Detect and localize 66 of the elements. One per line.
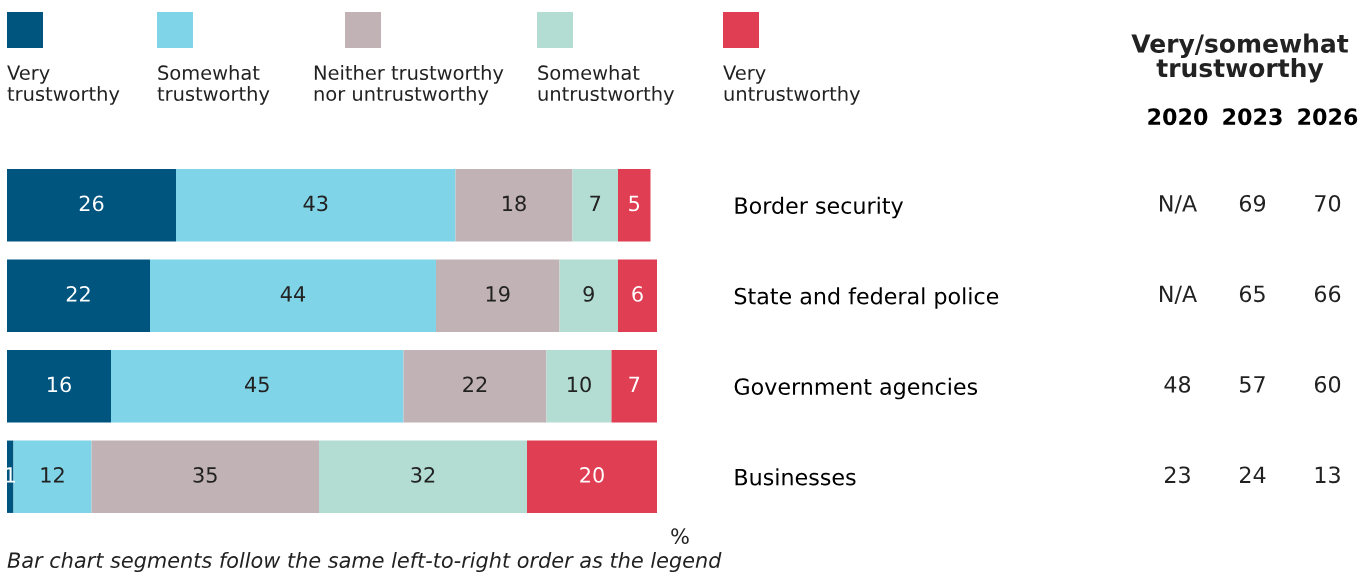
bar [150, 259, 436, 332]
y-tick-label: Government agencies [734, 377, 978, 400]
text: Bar chart segments follow the same left-to-right order as the legend [7, 551, 722, 573]
data-label: 5 [629, 195, 640, 212]
data-label: 66 [1314, 285, 1341, 303]
bar [111, 350, 404, 423]
bar [455, 169, 573, 242]
data-label: 43 [303, 195, 328, 212]
bar [319, 440, 527, 513]
legend-label: Somewhat trustworthy [157, 65, 270, 105]
data-label: 22 [66, 286, 90, 302]
bar [559, 259, 618, 332]
data-label: 48 [1164, 375, 1191, 393]
bar [7, 259, 150, 332]
data-label: 12 [41, 467, 64, 483]
category-label: 2020 [1148, 108, 1208, 126]
y-tick-label: State and federal police [734, 287, 999, 309]
bar [403, 350, 547, 423]
legend-label: Very trustworthy [7, 65, 120, 105]
legend-label: Neither trustworthy nor untrustworthy [314, 65, 504, 105]
data-label: 65 [1239, 285, 1265, 303]
data-label: 10 [568, 376, 591, 393]
bar [618, 169, 651, 242]
data-label: 60 [1314, 375, 1341, 393]
bar [7, 350, 111, 423]
bar [436, 259, 560, 332]
data-label: 35 [193, 467, 217, 483]
bar [176, 169, 456, 242]
text: N/A [1160, 195, 1197, 214]
data-label: 45 [245, 376, 269, 393]
data-label: 13 [1315, 466, 1340, 484]
data-label: 7 [590, 195, 601, 211]
data-label: 20 [580, 467, 604, 483]
data-label: 7 [629, 376, 640, 392]
data-label: 70 [1315, 194, 1341, 212]
data-label: 69 [1239, 194, 1266, 212]
data-label: 22 [463, 376, 487, 392]
data-label: 18 [503, 195, 526, 212]
data-label: 44 [280, 286, 306, 302]
text: % [671, 528, 689, 545]
data-label: 9 [583, 286, 594, 302]
bar [572, 169, 618, 242]
bar [527, 440, 657, 513]
data-label: 19 [486, 286, 510, 302]
data-label: 24 [1239, 466, 1266, 483]
legend-label: Very untrustworthy [723, 65, 861, 105]
y-tick-label: Border security [735, 196, 904, 219]
legend-label: Somewhat untrustworthy [538, 65, 675, 105]
data-label: 23 [1164, 466, 1190, 484]
bar [7, 169, 176, 242]
data-label: 26 [79, 195, 104, 212]
category-label: 2026 [1298, 108, 1358, 126]
data-label: 16 [48, 376, 71, 393]
category-label: 2023 [1223, 108, 1282, 126]
y-tick-label: Businesses [735, 468, 856, 486]
bar [611, 350, 657, 423]
bar [618, 259, 657, 332]
bar [7, 440, 14, 513]
bar [91, 440, 319, 513]
data-label: 57 [1240, 376, 1265, 393]
text: Very/somewhat trustworthy [1131, 33, 1349, 83]
text: N/A [1160, 285, 1197, 304]
bar [546, 350, 612, 423]
bar [13, 440, 92, 513]
data-label: 32 [411, 467, 435, 483]
data-label: 6 [632, 286, 643, 302]
